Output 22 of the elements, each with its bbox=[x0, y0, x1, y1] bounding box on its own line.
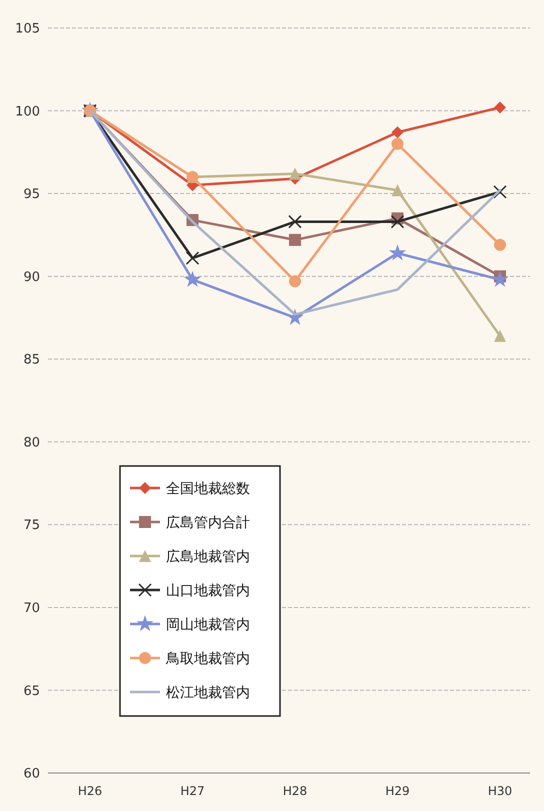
x-tick-label: H26 bbox=[78, 784, 102, 798]
legend-label: 全国地裁総数 bbox=[166, 480, 250, 497]
y-tick-label: 75 bbox=[23, 518, 40, 534]
legend-label: 岡山地裁管内 bbox=[166, 616, 250, 633]
y-tick-label: 105 bbox=[15, 22, 40, 37]
y-tick-label: 70 bbox=[23, 600, 40, 616]
y-tick-label: 60 bbox=[23, 766, 40, 782]
x-tick-label: H30 bbox=[488, 784, 512, 798]
y-tick-label: 90 bbox=[23, 270, 40, 285]
legend-label: 広島地裁管内 bbox=[166, 548, 250, 565]
x-tick-label: H27 bbox=[180, 784, 205, 798]
y-tick-label: 100 bbox=[15, 104, 40, 120]
legend-label: 松江地裁管内 bbox=[166, 684, 250, 701]
x-tick-label: H28 bbox=[282, 784, 308, 798]
y-tick-label: 95 bbox=[23, 187, 40, 202]
y-tick-label: 65 bbox=[23, 684, 40, 699]
legend-label: 鳥取地裁管内 bbox=[165, 650, 250, 667]
x-tick-label: H29 bbox=[385, 784, 410, 798]
y-tick-label: 80 bbox=[23, 435, 40, 450]
legend-label: 山口地裁管内 bbox=[166, 582, 250, 599]
y-tick-label: 85 bbox=[23, 352, 40, 368]
legend-label: 広島管内合計 bbox=[166, 514, 250, 531]
